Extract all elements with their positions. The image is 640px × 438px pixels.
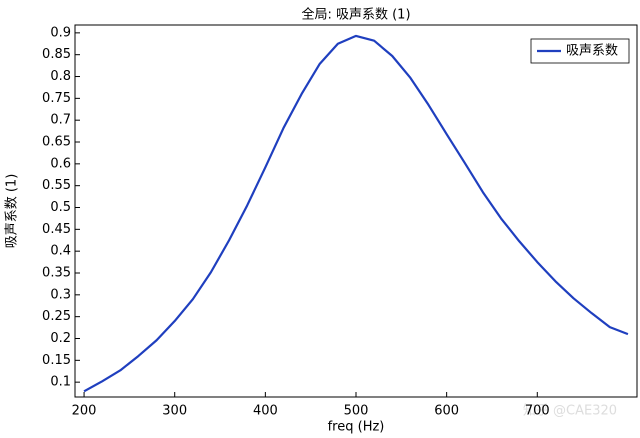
x-tick-label: 200 xyxy=(72,404,97,419)
y-tick-label: 0.3 xyxy=(50,287,71,302)
y-tick-label: 0.25 xyxy=(42,309,71,324)
x-tick-label: 600 xyxy=(434,404,459,419)
y-tick-label: 0.45 xyxy=(42,222,71,237)
y-tick-label: 0.2 xyxy=(50,331,71,346)
x-tick-label: 400 xyxy=(253,404,278,419)
y-tick-label: 0.55 xyxy=(42,178,71,193)
y-tick-label: 0.7 xyxy=(50,113,71,128)
y-tick-label: 0.35 xyxy=(42,266,71,281)
x-tick-label: 700 xyxy=(525,404,550,419)
y-tick-label: 0.85 xyxy=(42,47,71,62)
data-line xyxy=(83,34,629,393)
y-axis-label: 吸声系数 (1) xyxy=(5,174,20,249)
x-axis-label: freq (Hz) xyxy=(328,420,385,435)
watermark: 知乎 @CAE320 xyxy=(523,403,617,419)
chart-title: 全局: 吸声系数 (1) xyxy=(301,7,410,23)
y-tick-label: 0.6 xyxy=(50,156,71,171)
y-tick-label: 0.65 xyxy=(42,135,71,150)
legend-label: 吸声系数 xyxy=(566,44,618,59)
y-tick-label: 0.15 xyxy=(42,353,71,368)
y-tick-label: 0.1 xyxy=(50,375,71,390)
x-tick-label: 500 xyxy=(344,404,369,419)
plot-frame xyxy=(74,24,638,398)
y-tick-label: 0.4 xyxy=(50,244,71,259)
y-tick-label: 0.5 xyxy=(50,200,71,215)
y-tick-label: 0.8 xyxy=(50,69,71,84)
y-tick-label: 0.9 xyxy=(50,25,71,40)
x-tick-label: 300 xyxy=(162,404,187,419)
y-tick-label: 0.75 xyxy=(42,91,71,106)
